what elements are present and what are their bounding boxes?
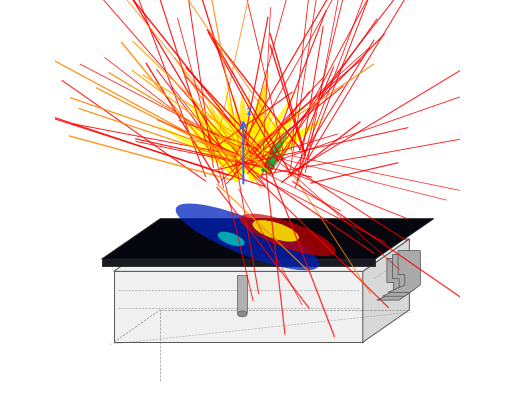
Polygon shape	[238, 89, 252, 173]
Polygon shape	[236, 105, 303, 180]
Polygon shape	[206, 98, 253, 176]
Polygon shape	[192, 130, 254, 183]
Polygon shape	[224, 84, 251, 173]
Polygon shape	[233, 71, 269, 175]
Polygon shape	[236, 112, 274, 177]
Polygon shape	[261, 130, 284, 174]
Text: Z: Z	[246, 108, 251, 117]
Polygon shape	[194, 123, 252, 179]
Polygon shape	[240, 124, 304, 179]
Polygon shape	[229, 113, 257, 175]
Polygon shape	[239, 133, 304, 182]
Polygon shape	[233, 106, 258, 173]
Polygon shape	[233, 109, 258, 173]
Polygon shape	[101, 219, 434, 259]
Polygon shape	[226, 93, 254, 174]
Polygon shape	[237, 275, 247, 312]
Polygon shape	[204, 103, 253, 177]
Polygon shape	[388, 251, 420, 292]
Polygon shape	[114, 239, 409, 271]
Polygon shape	[241, 88, 298, 175]
Polygon shape	[262, 148, 287, 175]
Ellipse shape	[252, 220, 299, 242]
Polygon shape	[261, 143, 278, 174]
Polygon shape	[101, 259, 375, 266]
Polygon shape	[187, 93, 251, 176]
Polygon shape	[233, 104, 265, 176]
Polygon shape	[382, 254, 415, 296]
Polygon shape	[377, 258, 409, 300]
Polygon shape	[212, 92, 255, 176]
Polygon shape	[363, 239, 409, 342]
Polygon shape	[233, 94, 260, 175]
Polygon shape	[186, 100, 255, 180]
Polygon shape	[261, 140, 274, 173]
Polygon shape	[261, 124, 292, 175]
Polygon shape	[181, 119, 254, 183]
Polygon shape	[228, 114, 252, 174]
Ellipse shape	[237, 311, 247, 317]
Polygon shape	[238, 117, 326, 183]
Polygon shape	[114, 271, 363, 342]
Polygon shape	[153, 123, 249, 179]
Ellipse shape	[218, 232, 245, 246]
Polygon shape	[232, 90, 259, 173]
Polygon shape	[234, 93, 252, 173]
Polygon shape	[235, 103, 273, 176]
Ellipse shape	[240, 213, 336, 256]
Ellipse shape	[176, 203, 319, 271]
Polygon shape	[261, 144, 277, 174]
